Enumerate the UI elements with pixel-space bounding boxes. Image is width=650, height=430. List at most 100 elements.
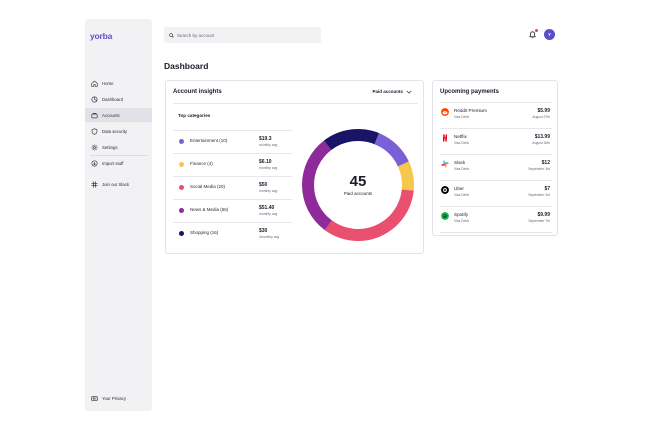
logo[interactable]: yorba: [90, 31, 113, 41]
sidebar-item-settings[interactable]: Settings: [85, 140, 152, 154]
category-label: Shopping (16): [190, 230, 219, 235]
upcoming-payments-card: Upcoming payments Reddit Premium Visa De…: [432, 80, 558, 236]
payment-method: Visa Debit: [454, 219, 469, 223]
payment-name: Slack: [454, 160, 466, 165]
category-row[interactable]: Entertainment (10) $19.3 monthly avg: [173, 130, 292, 153]
home-icon: [91, 80, 98, 87]
payment-name: Reddit Premium: [454, 108, 487, 113]
card-divider: [173, 103, 418, 104]
sidebar-item-label: Home: [102, 80, 114, 86]
sidebar-item-label: Data security: [102, 128, 128, 134]
import-icon: [91, 160, 98, 166]
donut-slice-social-media[interactable]: [324, 189, 414, 241]
payment-method: Visa Debit: [454, 115, 469, 119]
category-value: $30: [259, 228, 268, 234]
search-icon: [169, 32, 174, 38]
card-divider: [440, 102, 552, 103]
payment-row[interactable]: Spotify Visa Debit $9.99 September 7th: [440, 207, 552, 233]
category-row[interactable]: News & Media (56) $51.40 monthly avg: [173, 199, 292, 222]
privacy-icon: [91, 396, 98, 401]
search-input[interactable]: [177, 32, 317, 38]
payment-amount: $13.99: [534, 134, 550, 140]
accounts-icon: [91, 112, 98, 118]
privacy-label: Your Privacy: [102, 396, 126, 401]
donut-slice-news-media[interactable]: [302, 140, 332, 231]
sidebar-divider: [90, 155, 147, 156]
page-title: Dashboard: [164, 61, 209, 71]
paid-accounts-dropdown[interactable]: Paid accounts: [372, 89, 412, 94]
payment-date: September 3rd: [528, 193, 550, 197]
spotify-icon: [441, 212, 449, 220]
sidebar-item-import-stuff[interactable]: Import stuff: [85, 156, 152, 170]
category-color-dot: [179, 185, 184, 190]
category-label: Entertainment (10): [190, 138, 228, 143]
gear-icon: [91, 144, 98, 150]
sidebar-item-label: Dashboard: [102, 96, 124, 102]
notification-bell-icon[interactable]: [528, 30, 537, 39]
card-title: Account insights: [173, 89, 222, 95]
sidebar-item-home[interactable]: Home: [85, 76, 152, 90]
sidebar-item-label: Accounts: [102, 112, 120, 118]
sidebar-item-label: Join our Slack: [102, 181, 129, 187]
category-sub: monthly avg: [259, 189, 278, 193]
payment-amount: $5.99: [537, 108, 550, 114]
privacy-link[interactable]: Your Privacy: [91, 395, 126, 402]
category-color-dot: [179, 231, 184, 236]
category-value: $51.40: [259, 205, 275, 211]
payment-date: September 7th: [528, 219, 550, 223]
category-color-dot: [179, 139, 184, 144]
netflix-icon: [443, 134, 447, 142]
sidebar-item-label: Import stuff: [102, 160, 124, 166]
category-value: $6.10: [259, 159, 272, 165]
donut-slice-entertainment[interactable]: [374, 133, 409, 167]
chevron-down-icon: [406, 90, 412, 94]
category-sub: monthly avg: [259, 166, 278, 170]
category-row[interactable]: Shopping (16) $30 3monthly avg: [173, 222, 292, 245]
sidebar-item-accounts[interactable]: Accounts: [85, 108, 152, 122]
payment-method: Visa Debit: [454, 141, 469, 145]
account-insights-card: Account insights Paid accounts Top categ…: [165, 80, 424, 254]
slack-icon: [91, 180, 98, 188]
payment-row[interactable]: Slack Visa Debit $12 September 3rd: [440, 155, 552, 181]
payment-amount: $7: [544, 186, 550, 192]
dropdown-label: Paid accounts: [372, 89, 403, 94]
shield-icon: [91, 127, 98, 135]
category-label: Finance (4): [190, 161, 213, 166]
payment-amount: $9.99: [537, 212, 550, 218]
payment-date: August 30th: [532, 141, 550, 145]
card-title: Upcoming payments: [440, 89, 500, 95]
payment-date: August 27th: [532, 115, 550, 119]
category-sub: monthly avg: [259, 143, 278, 147]
donut-slice-finance[interactable]: [397, 161, 414, 191]
slack-icon: [441, 160, 449, 168]
payment-row[interactable]: Netflix Visa Debit $13.99 August 30th: [440, 129, 552, 155]
uber-icon: [441, 186, 449, 194]
top-categories-title: Top categories: [178, 113, 211, 118]
category-value: $50: [259, 182, 268, 188]
payment-method: Visa Debit: [454, 193, 469, 197]
reddit-icon: [441, 108, 449, 116]
notification-badge: [535, 29, 538, 32]
dashboard-icon: [91, 96, 98, 102]
payment-date: September 3rd: [528, 167, 550, 171]
category-sub: monthly avg: [259, 212, 278, 216]
sidebar-item-join-slack[interactable]: Join our Slack: [85, 177, 152, 191]
sidebar-item-dashboard[interactable]: Dashboard: [85, 92, 152, 106]
category-row[interactable]: Social Media (20) $50 monthly avg: [173, 176, 292, 199]
search-bar[interactable]: [164, 27, 321, 43]
sidebar: yorba Home Dashboard Accounts Data secur…: [85, 19, 152, 411]
payment-row[interactable]: Uber Visa Debit $7 September 3rd: [440, 181, 552, 207]
donut-total-label: Paid accounts: [343, 191, 373, 196]
category-row[interactable]: Finance (4) $6.10 monthly avg: [173, 153, 292, 176]
donut-slice-shopping[interactable]: [323, 129, 379, 151]
sidebar-item-label: Settings: [102, 144, 118, 150]
category-label: Social Media (20): [190, 184, 226, 189]
sidebar-item-data-security[interactable]: Data security: [85, 124, 152, 138]
category-value: $19.3: [259, 136, 272, 142]
donut-chart: [302, 129, 414, 241]
avatar[interactable]: Y: [544, 29, 555, 40]
payment-name: Uber: [454, 186, 464, 191]
payment-row[interactable]: Reddit Premium Visa Debit $5.99 August 2…: [440, 103, 552, 129]
donut-total: 45: [349, 173, 367, 190]
category-label: News & Media (56): [190, 207, 229, 212]
